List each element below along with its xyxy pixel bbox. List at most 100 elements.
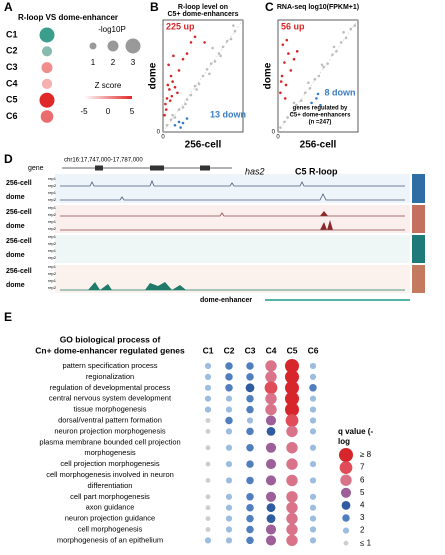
go-dot bbox=[265, 360, 277, 372]
go-dot bbox=[285, 402, 299, 417]
panel-letter: A bbox=[4, 0, 13, 14]
point bbox=[233, 29, 237, 33]
cluster-dot bbox=[40, 110, 54, 123]
legend-label: 6 bbox=[360, 475, 365, 484]
rep-label: rep2 bbox=[48, 241, 57, 246]
track-area bbox=[55, 165, 425, 301]
go-dot bbox=[225, 537, 233, 544]
go-dot bbox=[246, 460, 254, 468]
legend-title: log bbox=[338, 437, 350, 446]
point bbox=[185, 52, 189, 55]
point bbox=[217, 52, 221, 55]
point bbox=[331, 53, 334, 57]
go-dot bbox=[285, 414, 299, 427]
up-annotation: 56 up bbox=[281, 21, 305, 31]
point bbox=[281, 43, 285, 46]
panel-title: R-loop level on bbox=[178, 4, 228, 11]
rep-label: rep1 bbox=[48, 234, 57, 239]
go-dot bbox=[204, 384, 212, 391]
go-dot bbox=[286, 523, 298, 536]
track-label: dome bbox=[6, 252, 25, 259]
go-dot bbox=[266, 514, 276, 523]
term-label: dorsal/ventral pattern formation bbox=[58, 415, 162, 424]
legend-label: 3 bbox=[360, 513, 365, 522]
point bbox=[283, 61, 286, 64]
track-label: dome bbox=[6, 223, 25, 230]
point bbox=[176, 91, 179, 95]
go-dot bbox=[286, 474, 298, 487]
go-dot bbox=[205, 527, 211, 532]
legend-label: 7 bbox=[360, 463, 365, 472]
legend-dot bbox=[341, 501, 351, 510]
cluster-label: C3 bbox=[6, 62, 18, 72]
point bbox=[225, 39, 229, 43]
term-label: morphogenesis of an epithelium bbox=[57, 535, 163, 544]
legend-label: 2 bbox=[360, 526, 365, 535]
term-label: pattern specification process bbox=[62, 361, 157, 370]
point bbox=[164, 108, 168, 111]
point bbox=[177, 69, 181, 72]
go-dot bbox=[225, 444, 233, 451]
panel-letter: C bbox=[265, 0, 274, 14]
legend-label: 4 bbox=[360, 501, 365, 510]
go-dot bbox=[286, 458, 298, 470]
point bbox=[280, 74, 284, 78]
rep-label: rep2 bbox=[48, 212, 57, 217]
go-dot bbox=[225, 477, 233, 484]
column-label: C4 bbox=[266, 345, 277, 355]
point bbox=[169, 74, 173, 78]
plot-frame bbox=[162, 19, 244, 133]
go-dot bbox=[246, 394, 254, 403]
x-tick-label: 0 bbox=[276, 135, 280, 141]
gene-track-label: gene bbox=[28, 165, 44, 172]
column-label: C6 bbox=[308, 345, 319, 355]
panel-title: C5+ dome-enhancers bbox=[168, 11, 239, 18]
go-dot bbox=[246, 503, 254, 512]
column-label: C2 bbox=[224, 345, 235, 355]
point bbox=[205, 67, 209, 71]
go-dot bbox=[246, 476, 254, 485]
up-annotation: 225 up bbox=[166, 21, 195, 31]
term-label: central nervous system development bbox=[49, 394, 172, 403]
point bbox=[322, 65, 325, 69]
go-dot bbox=[246, 417, 254, 424]
go-dot bbox=[309, 493, 317, 500]
legend-dot bbox=[342, 527, 350, 534]
point bbox=[169, 118, 173, 121]
point bbox=[184, 102, 187, 106]
rep-label: rep1 bbox=[48, 205, 57, 210]
size-legend-dot bbox=[125, 38, 141, 54]
point bbox=[179, 126, 182, 129]
point bbox=[349, 27, 353, 31]
term-label: differentiation bbox=[88, 481, 133, 490]
go-dot bbox=[205, 445, 211, 451]
column-label: C5 bbox=[287, 345, 298, 355]
point bbox=[344, 36, 348, 40]
go-dot bbox=[225, 461, 233, 468]
go-dot bbox=[265, 535, 277, 546]
point bbox=[168, 99, 172, 102]
go-dot bbox=[309, 444, 317, 451]
point bbox=[313, 78, 317, 81]
go-dot bbox=[245, 383, 255, 393]
point bbox=[283, 120, 286, 124]
rep-label: rep1 bbox=[48, 176, 57, 181]
point bbox=[195, 88, 198, 91]
column-label: C3 bbox=[245, 345, 256, 355]
point bbox=[287, 52, 290, 55]
point bbox=[283, 97, 287, 100]
panel-letter: B bbox=[150, 0, 159, 14]
z-tick-label: 0 bbox=[106, 107, 111, 116]
go-dot bbox=[225, 406, 233, 413]
point bbox=[295, 50, 299, 53]
term-label: regionalization bbox=[86, 372, 134, 381]
x-axis-label: 256-cell bbox=[185, 140, 222, 151]
go-dot bbox=[265, 393, 277, 405]
panel-letter: E bbox=[4, 310, 12, 324]
go-dot bbox=[285, 369, 299, 384]
panel-letter: D bbox=[4, 152, 13, 166]
go-dot bbox=[309, 373, 317, 380]
go-dot bbox=[204, 373, 212, 380]
point bbox=[171, 113, 174, 117]
point bbox=[167, 63, 170, 67]
